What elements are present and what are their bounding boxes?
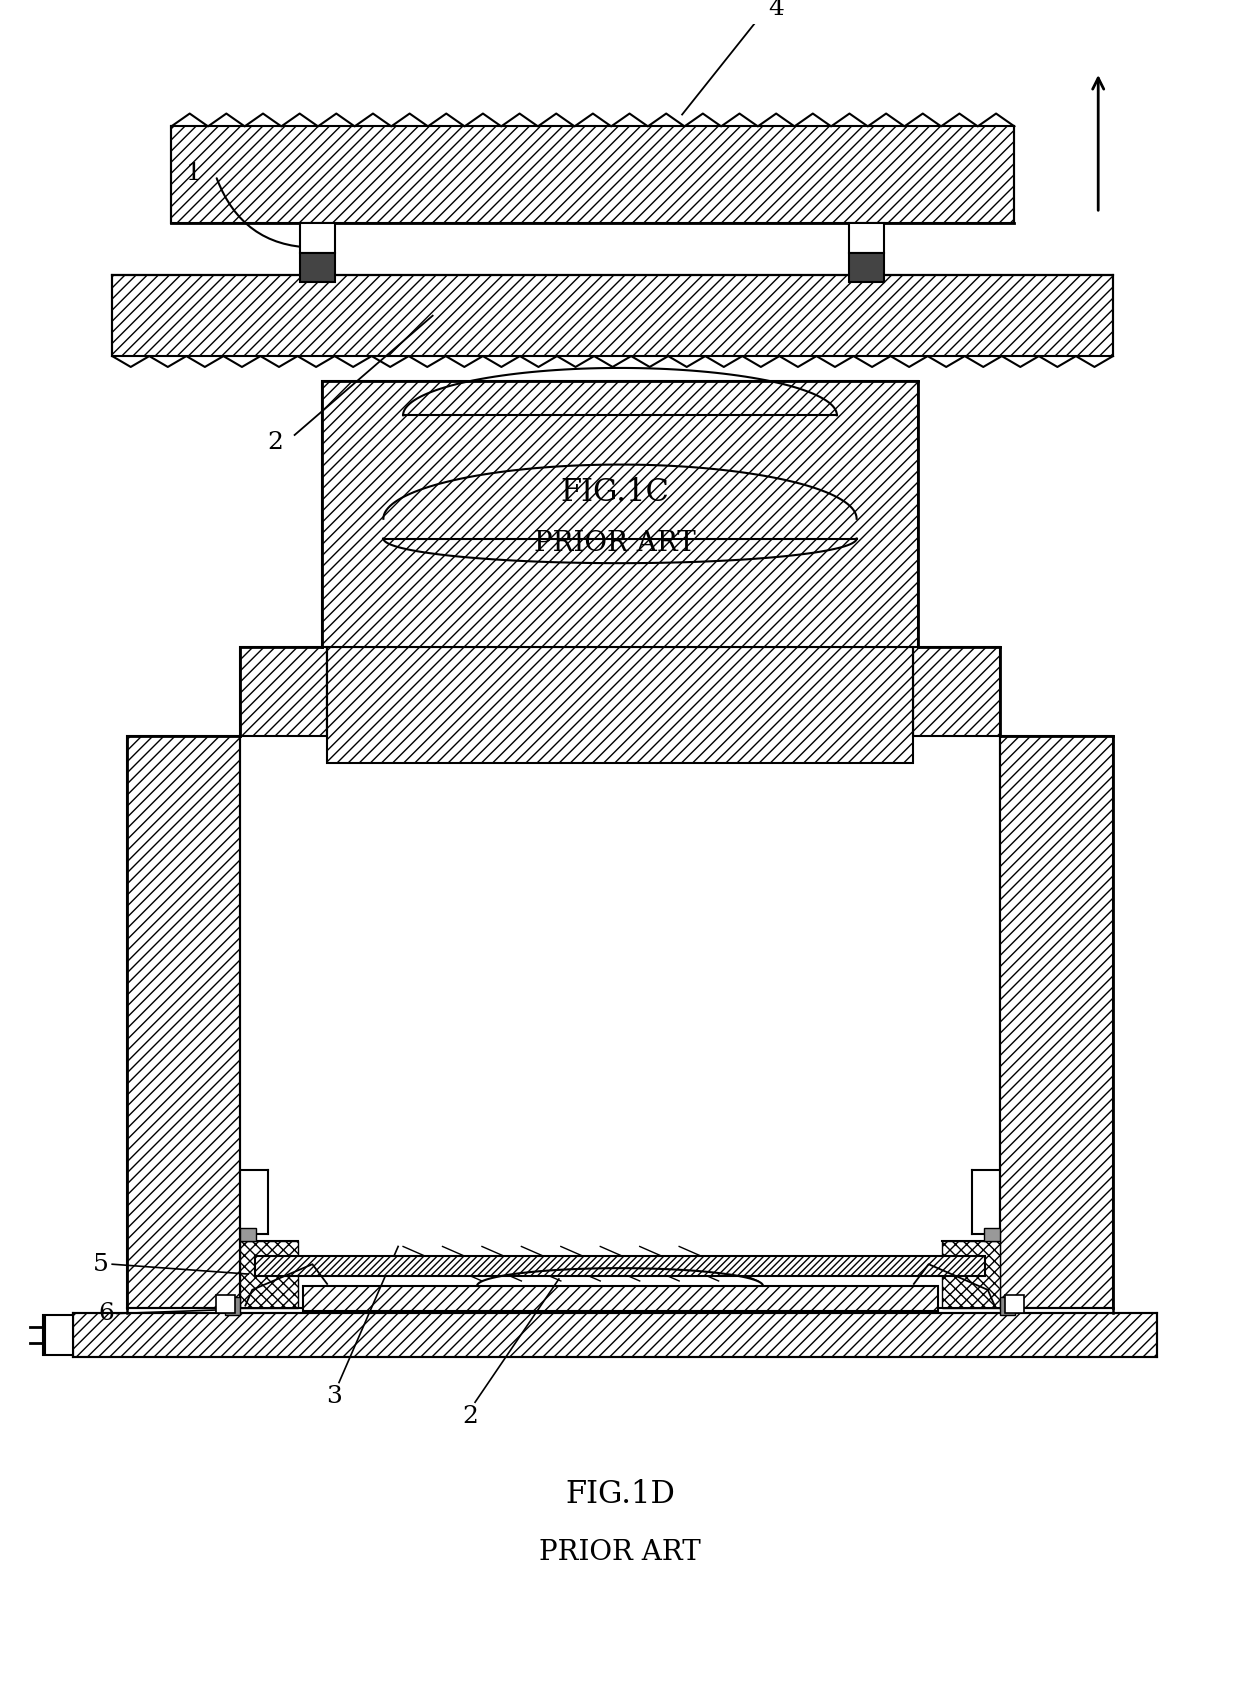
Bar [848, 223, 884, 252]
Text: 2: 2 [463, 1404, 479, 1428]
Bar [241, 1227, 257, 1241]
Bar [303, 1287, 939, 1311]
Bar [300, 223, 335, 252]
Bar [322, 381, 918, 647]
Text: PRIOR ART: PRIOR ART [534, 529, 696, 557]
Bar [45, 1314, 73, 1355]
Bar [913, 647, 999, 735]
Text: 4: 4 [768, 0, 784, 19]
Text: PRIOR ART: PRIOR ART [539, 1539, 701, 1566]
Bar [300, 252, 335, 283]
Bar [999, 735, 1114, 1307]
Bar [327, 647, 913, 762]
Text: 6: 6 [98, 1302, 114, 1326]
Bar [126, 735, 241, 1307]
Bar [241, 647, 327, 735]
Bar [255, 1256, 985, 1276]
Text: 5: 5 [93, 1253, 109, 1276]
Text: FIG.1C: FIG.1C [560, 477, 670, 507]
Bar [224, 1297, 241, 1314]
Bar [73, 1312, 1157, 1356]
Bar [999, 1297, 1016, 1314]
Text: 1: 1 [186, 162, 202, 186]
Bar [216, 1295, 236, 1312]
Bar [241, 1241, 298, 1307]
Text: 2: 2 [267, 431, 283, 454]
Bar [942, 1241, 999, 1307]
Text: 3: 3 [326, 1385, 342, 1408]
Bar [1004, 1295, 1024, 1312]
Bar [848, 252, 884, 283]
Text: FIG.1D: FIG.1D [565, 1479, 675, 1510]
Bar [983, 1227, 999, 1241]
Bar [171, 126, 1014, 223]
Bar [112, 276, 1114, 356]
